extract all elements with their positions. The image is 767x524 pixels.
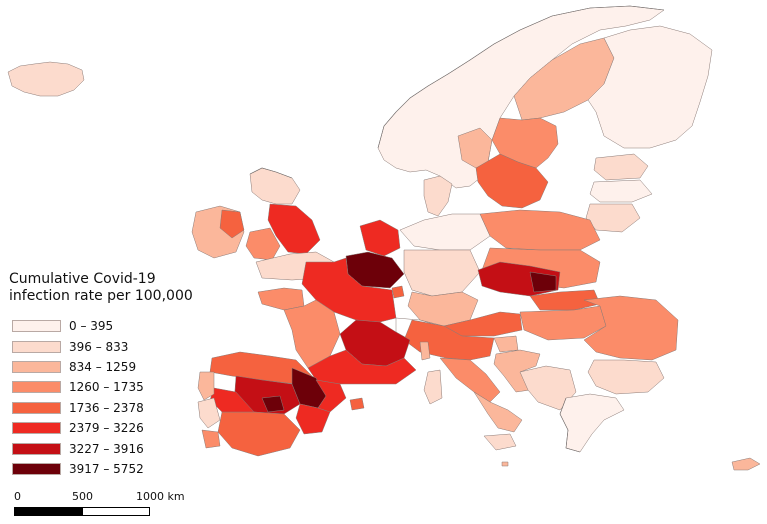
region-iceland — [7, 61, 85, 97]
region-scotland — [249, 167, 301, 205]
legend-swatch — [12, 320, 61, 333]
region-spain-west — [209, 387, 255, 413]
region-cyprus — [731, 457, 761, 471]
region-austria — [443, 311, 523, 337]
region-latvia — [589, 179, 653, 203]
scale-segment-white — [82, 507, 150, 516]
region-ireland-east — [219, 209, 245, 239]
region-portugal-north — [197, 371, 215, 401]
legend-swatch — [12, 442, 61, 455]
legend-swatch — [12, 422, 61, 435]
region-slovenia — [493, 335, 519, 353]
legend-item: 3227 – 3916 — [12, 438, 144, 458]
region-sweden-south — [475, 153, 549, 209]
region-romania — [583, 295, 679, 361]
region-portugal-mid — [197, 397, 221, 429]
legend-swatch — [12, 401, 61, 414]
legend-item: 396 – 833 — [12, 336, 144, 356]
region-lithuania — [585, 203, 641, 233]
legend-title-line2: infection rate per 100,000 — [9, 288, 193, 304]
region-bulgaria — [587, 359, 665, 395]
region-spain-valencia — [295, 403, 331, 435]
region-germany-north — [399, 213, 491, 251]
greece-coast — [559, 397, 581, 453]
region-spain-south — [217, 411, 301, 457]
region-netherlands — [359, 219, 401, 257]
legend-swatch — [12, 381, 61, 394]
region-spain-madrid — [261, 395, 285, 413]
scale-label-500: 500 — [72, 490, 93, 503]
region-sweden-north — [513, 37, 615, 121]
legend-swatch — [12, 360, 61, 373]
region-denmark — [423, 175, 453, 217]
region-sicily — [483, 433, 517, 451]
region-estonia — [593, 153, 649, 181]
scale-label-0: 0 — [14, 490, 21, 503]
legend-item: 2379 – 3226 — [12, 418, 144, 438]
coastline-detail — [249, 5, 665, 453]
region-finland — [587, 25, 713, 149]
legend-swatch — [12, 340, 61, 353]
scale-label-1000: 1000 km — [136, 490, 185, 503]
scale-bar: 0 500 1000 km — [14, 490, 214, 524]
region-sardinia — [423, 369, 443, 405]
region-luxembourg — [391, 285, 405, 299]
norway-coast — [377, 5, 665, 149]
legend-range: 1736 – 2378 — [69, 400, 144, 415]
region-greece — [559, 393, 625, 453]
regions-layer — [7, 5, 761, 471]
legend-range: 3227 – 3916 — [69, 441, 144, 456]
legend-title-line1: Cumulative Covid-19 — [9, 271, 156, 287]
region-balearics — [349, 397, 365, 411]
region-italy-mid — [439, 357, 501, 403]
legend-range: 3917 – 5752 — [69, 461, 144, 476]
legend-item: 1736 – 2378 — [12, 398, 144, 418]
region-france-west — [283, 299, 341, 369]
legend-range: 0 – 395 — [69, 319, 114, 334]
region-sweden-mid — [491, 117, 559, 169]
legend-range: 396 – 833 — [69, 339, 129, 354]
legend-item: 834 – 1259 — [12, 357, 144, 377]
legend-item: 3917 – 5752 — [12, 459, 144, 479]
legend-item: 0 – 395 — [12, 316, 144, 336]
legend-range: 2379 – 3226 — [69, 421, 144, 436]
scale-segment-black — [14, 507, 82, 516]
legend-title: Cumulative Covid-19 infection rate per 1… — [9, 271, 193, 305]
region-italy-south — [473, 391, 523, 433]
region-corsica — [419, 341, 431, 361]
legend-item: 1260 – 1735 — [12, 377, 144, 397]
region-poland-north — [479, 209, 601, 251]
scotland-coast — [249, 167, 293, 179]
legend-range: 1260 – 1735 — [69, 380, 144, 395]
legend-range: 834 – 1259 — [69, 359, 137, 374]
region-portugal-south — [201, 429, 221, 449]
legend-swatch — [12, 462, 61, 475]
region-hungary — [519, 305, 607, 341]
legend: 0 – 395 396 – 833 834 – 1259 1260 – 1735… — [12, 316, 144, 479]
region-france-brittany — [257, 287, 305, 311]
region-czechia-east — [529, 271, 557, 293]
region-germany-mid — [403, 249, 481, 297]
region-malta — [501, 461, 509, 467]
